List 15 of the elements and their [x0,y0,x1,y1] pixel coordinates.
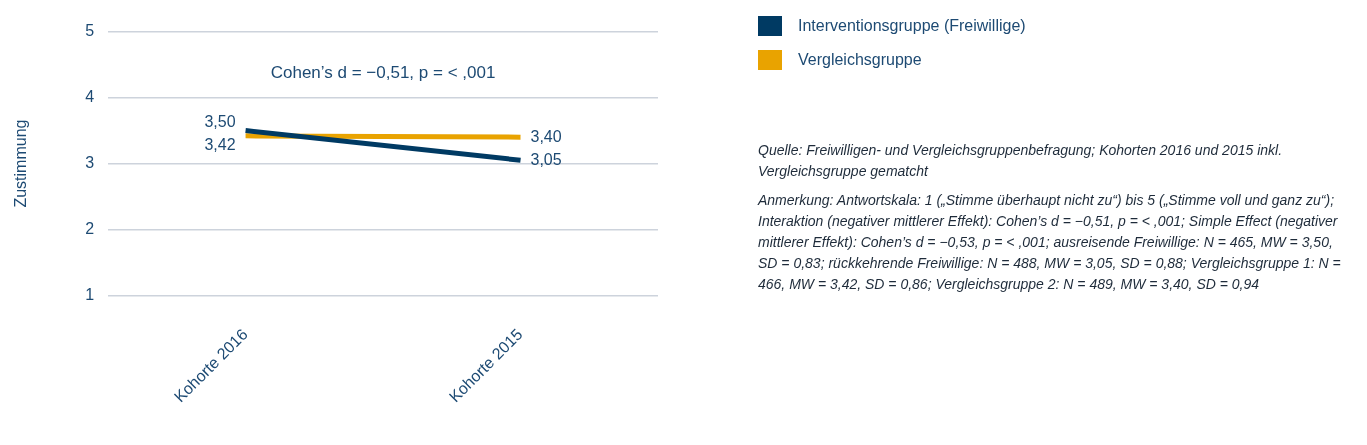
data-label: 3,40 [530,127,562,145]
data-label: 3,50 [204,112,236,130]
legend-label: Interventionsgruppe (Freiwillige) [798,17,1026,35]
y-tick-label: 4 [85,87,95,105]
data-label: 3,05 [530,150,562,168]
y-tick-label: 3 [85,153,95,171]
text: Anmerkung: Antwortskala: 1 („Stimme überhaupt nicht zu“) bis 5 („Stimme voll und ganz zu“); Interaktion (negativer mittlerer Effekt): Cohen’s d = −0,51, p = < ,001; Simple Effect (negativer mittlerer Effekt): Cohen’s d = −0,53, p = < ,001; ausreisende Freiwillige: N = 465, MW = 3,50, SD = 0,83; rückkehrende Freiwillige: N = 488, MW = 3,05, SD = 0,88; Vergleichsgruppe 1: N = 466, MW = 3,42, SD = 0,86; Vergleichsgruppe 2: N = 489, MW = 3,40, SD = 0,94 [758,191,1342,294]
y-tick-label: 2 [85,219,95,237]
data-label: 3,42 [204,136,236,154]
y-tick-label: 1 [85,285,95,303]
source-note: Quelle: Freiwilligen- und Vergleichsgruppenbefragung; Kohorten 2016 und 2015 inkl. Vergleichsgruppe gematcht [758,141,1284,181]
annotation: Cohen’s d = −0,51, p = < ,001 [270,63,496,83]
y-tick-label: 5 [85,22,95,40]
y-axis-title: Zustimmung [12,119,30,208]
legend-label: Vergleichsgruppe [798,51,922,69]
